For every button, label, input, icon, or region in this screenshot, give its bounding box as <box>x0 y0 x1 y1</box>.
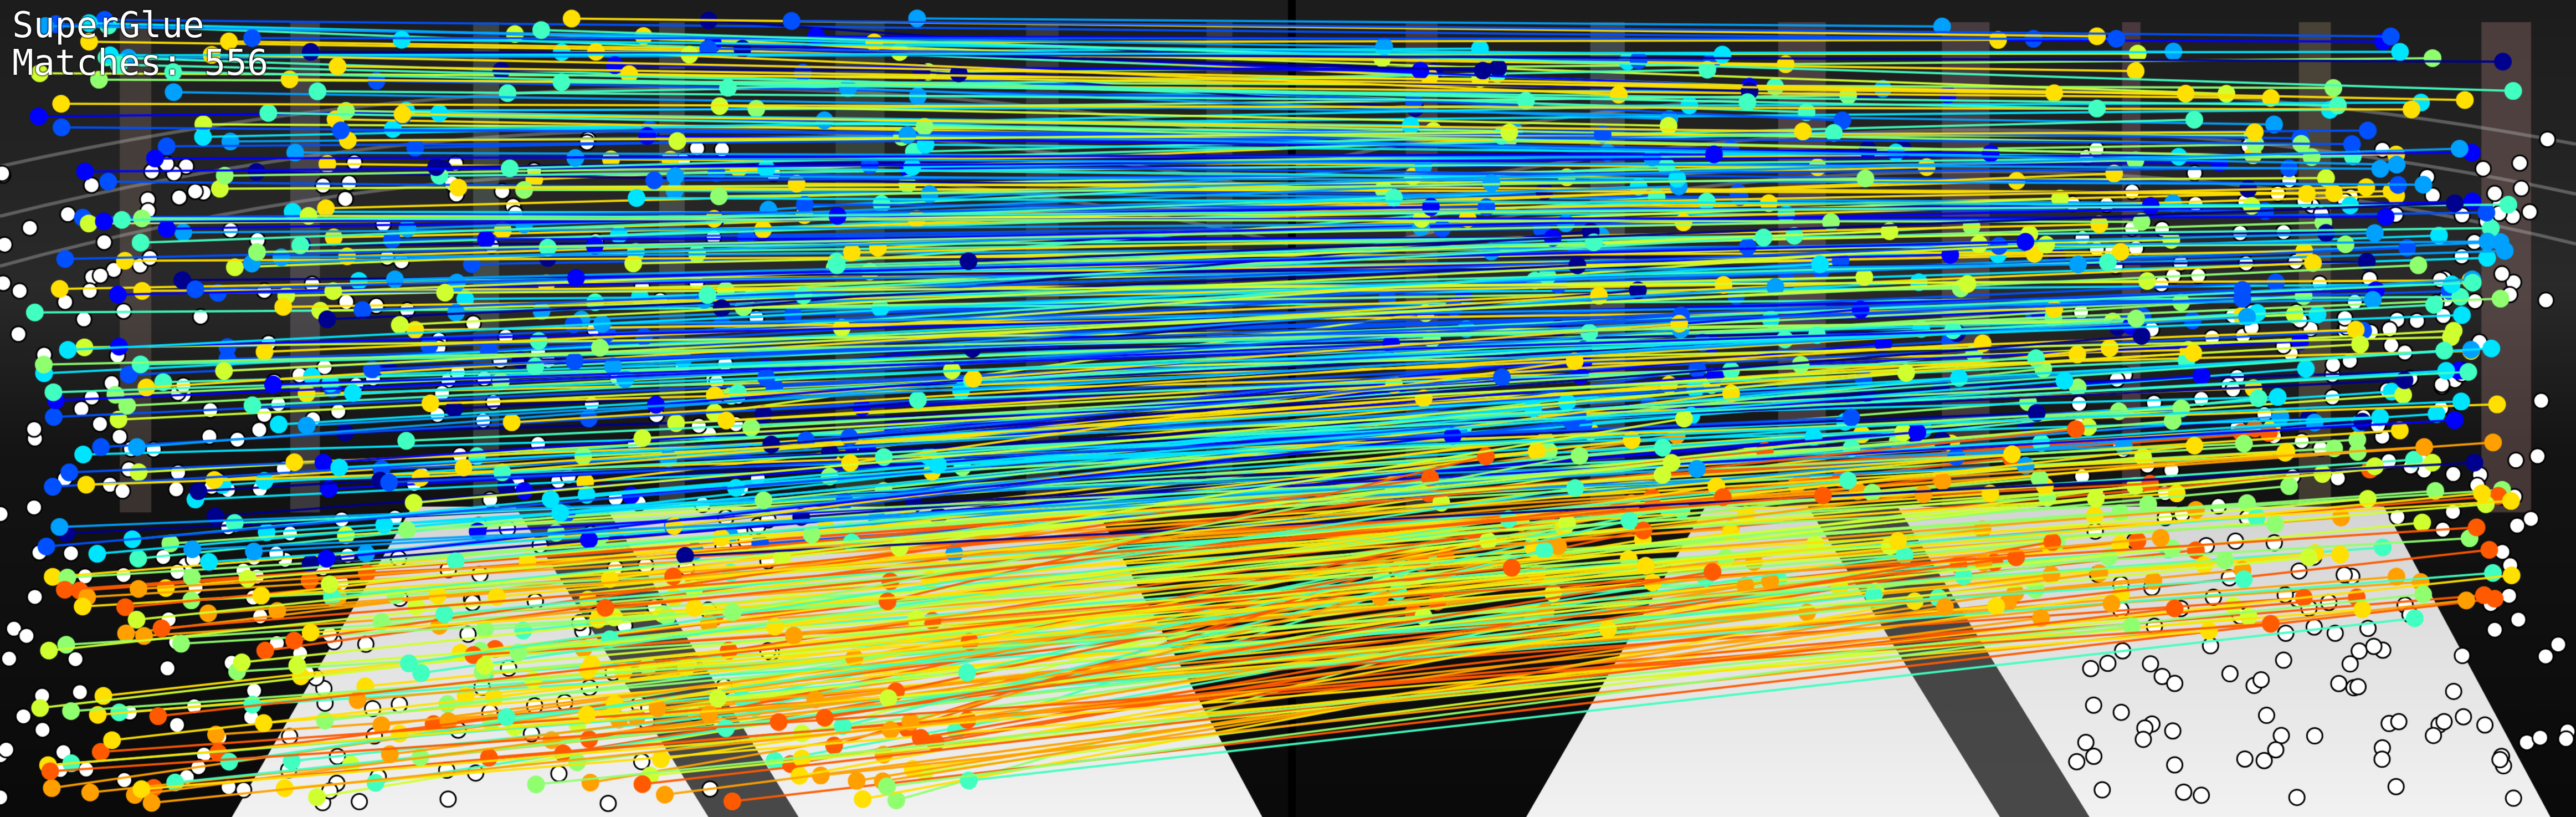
method-title: SuperGlue <box>12 5 204 46</box>
match-count-label: Matches: 556 <box>12 43 269 84</box>
